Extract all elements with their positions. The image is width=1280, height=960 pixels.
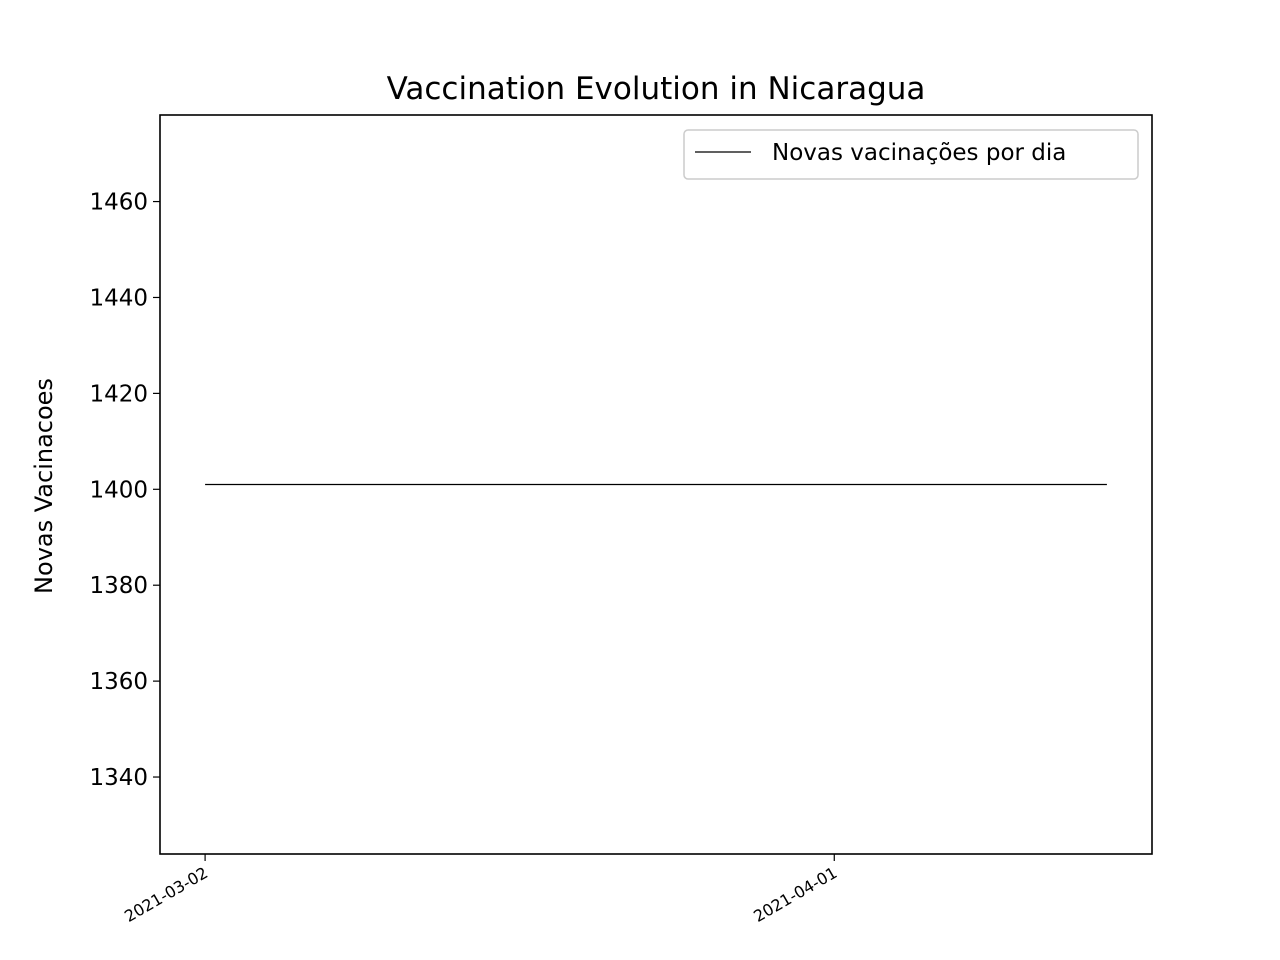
- y-tick-label: 1360: [89, 669, 148, 695]
- y-axis-label: Novas Vacinacoes: [30, 378, 58, 594]
- legend-box: [683, 129, 1139, 180]
- legend-label: Novas vacinações por dia: [772, 140, 1066, 166]
- y-tick-label: 1420: [89, 381, 148, 407]
- y-tick-label: 1400: [89, 477, 148, 503]
- plot-frame: [159, 114, 1153, 855]
- y-tick-label: 1460: [89, 190, 148, 216]
- y-tick-label: 1440: [89, 285, 148, 311]
- y-tick-label: 1340: [89, 765, 148, 791]
- chart-title: Vaccination Evolution in Nicaragua: [387, 71, 926, 107]
- x-tick-label: 2021-03-02: [121, 863, 211, 926]
- x-tick-label: 2021-04-01: [750, 863, 840, 926]
- y-tick-label: 1380: [89, 573, 148, 599]
